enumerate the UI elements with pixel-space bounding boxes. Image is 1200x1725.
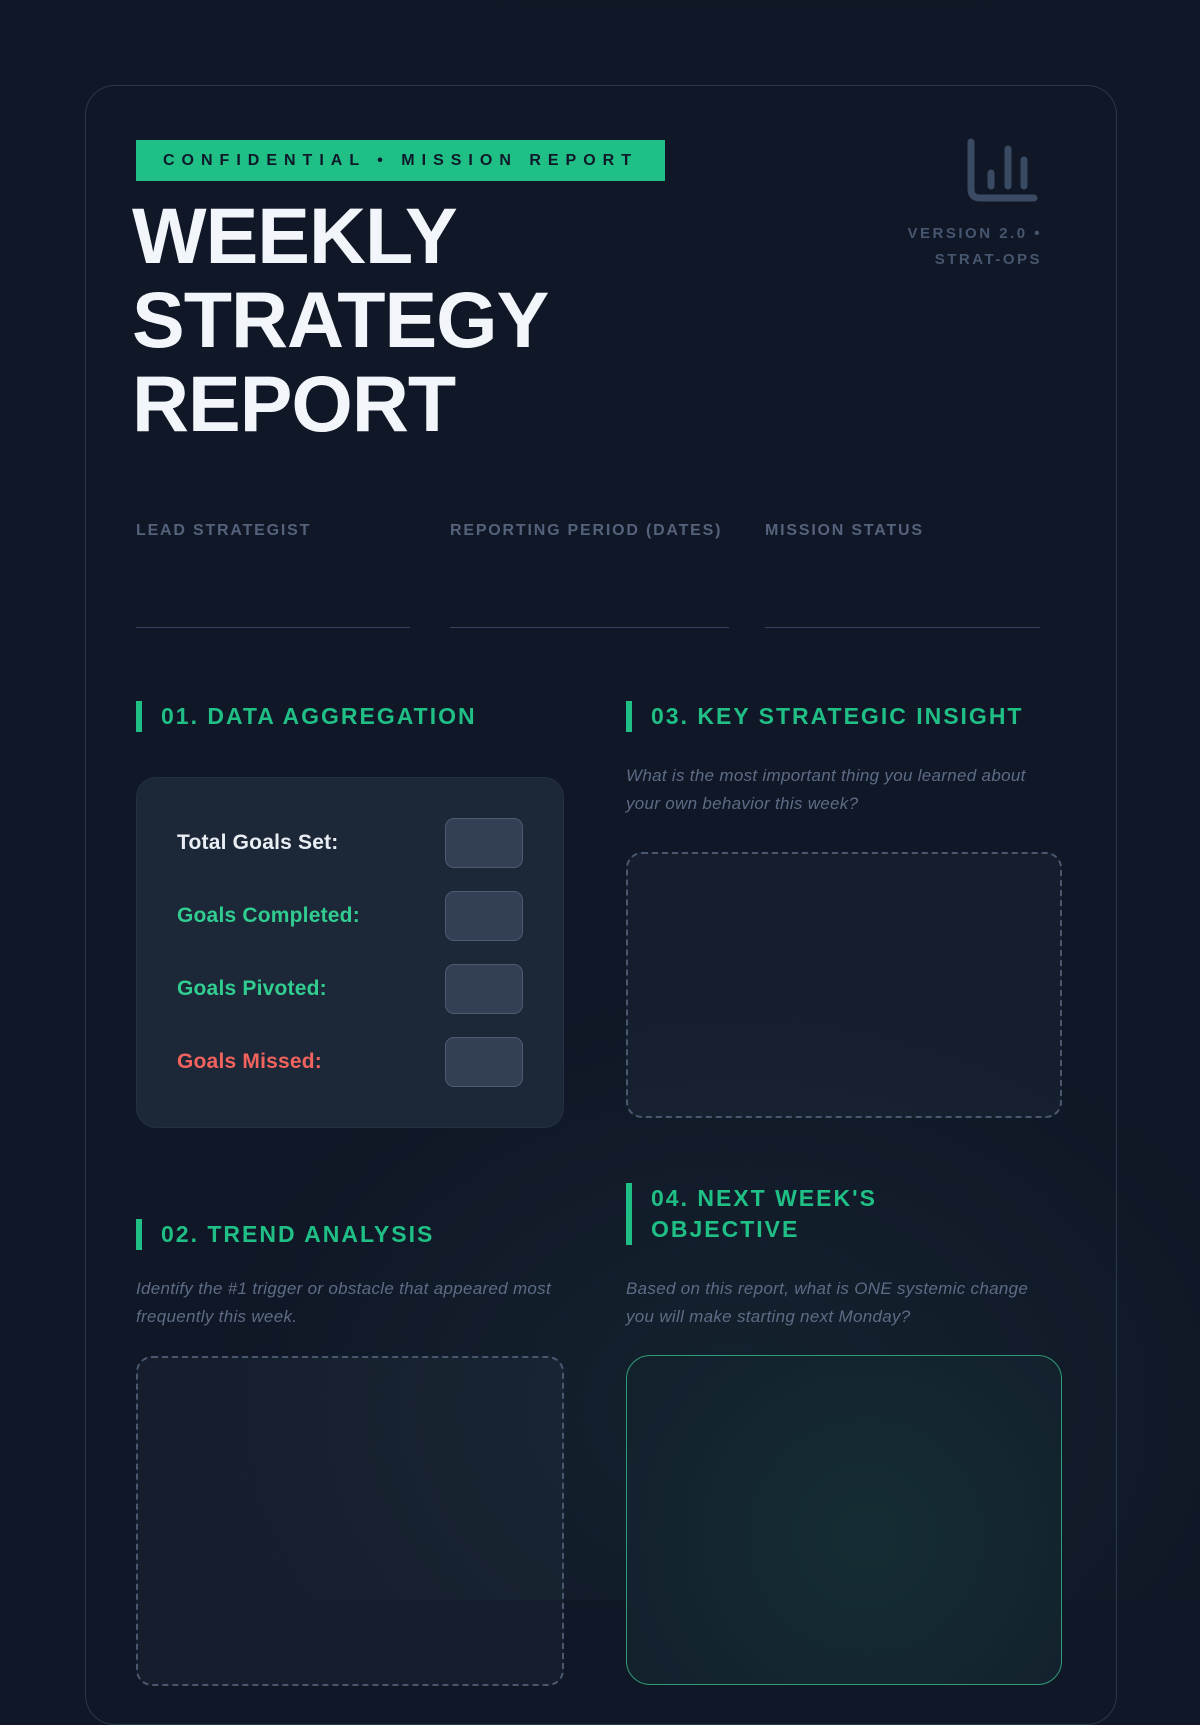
prompt-next-week-objective: Based on this report, what is ONE system… (626, 1279, 1029, 1326)
stat-label-total-goals: Total Goals Set: (177, 831, 339, 854)
accent-bar (136, 701, 142, 732)
field-label-reporting-period: REPORTING PERIOD (DATES) (450, 522, 723, 539)
field-mission-status[interactable]: MISSION STATUS (765, 522, 1040, 628)
section-heading-key-strategic-insight: 03. KEY STRATEGIC INSIGHT (626, 701, 1023, 732)
version-tag: VERSION 2.0 • STRAT-OPS (908, 221, 1042, 273)
confidential-badge: CONFIDENTIAL • MISSION REPORT (136, 140, 665, 181)
stat-input-goals-missed[interactable] (445, 1037, 523, 1087)
accent-bar (626, 1183, 632, 1245)
version-line-2: STRAT-OPS (934, 251, 1042, 268)
prompt-trend-analysis: Identify the #1 trigger or obstacle that… (136, 1279, 551, 1326)
stat-row-goals-missed: Goals Missed: (177, 1037, 523, 1087)
stat-row-goals-pivoted: Goals Pivoted: (177, 964, 523, 1014)
field-label-mission-status: MISSION STATUS (765, 522, 924, 539)
stat-row-total-goals: Total Goals Set: (177, 818, 523, 868)
section-heading-trend-analysis: 02. TREND ANALYSIS (136, 1219, 434, 1250)
stat-row-goals-completed: Goals Completed: (177, 891, 523, 941)
stat-input-goals-completed[interactable] (445, 891, 523, 941)
data-aggregation-card: Total Goals Set: Goals Completed: Goals … (136, 777, 564, 1128)
title-line-3: REPORT (132, 359, 456, 448)
section-heading-next-week-objective: 04. NEXT WEEK'S OBJECTIVE (626, 1183, 966, 1245)
prompt-key-strategic-insight: What is the most important thing you lea… (626, 766, 1026, 813)
version-line-1: VERSION 2.0 • (907, 225, 1042, 242)
stat-label-goals-completed: Goals Completed: (177, 904, 360, 927)
accent-bar (136, 1219, 142, 1250)
section-title-key-strategic-insight: 03. KEY STRATEGIC INSIGHT (651, 703, 1024, 729)
section-title-data-aggregation: 01. DATA AGGREGATION (161, 703, 477, 729)
answer-box-next-week-objective[interactable] (626, 1355, 1062, 1685)
answer-box-key-strategic-insight[interactable] (626, 852, 1062, 1118)
field-reporting-period[interactable]: REPORTING PERIOD (DATES) (450, 522, 729, 628)
section-title-trend-analysis: 02. TREND ANALYSIS (161, 1221, 435, 1247)
stat-label-goals-pivoted: Goals Pivoted: (177, 977, 327, 1000)
title-line-2: STRATEGY (132, 275, 549, 364)
accent-bar (626, 701, 632, 732)
title-line-1: WEEKLY (132, 191, 458, 280)
field-lead-strategist[interactable]: LEAD STRATEGIST (136, 522, 410, 628)
section-title-next-week-objective: 04. NEXT WEEK'S OBJECTIVE (651, 1185, 877, 1242)
section-heading-data-aggregation: 01. DATA AGGREGATION (136, 701, 477, 732)
page-title: WEEKLY STRATEGY REPORT (132, 191, 549, 448)
bar-chart-icon (960, 136, 1044, 211)
stat-input-total-goals[interactable] (445, 818, 523, 868)
field-label-lead-strategist: LEAD STRATEGIST (136, 522, 312, 539)
stat-label-goals-missed: Goals Missed: (177, 1050, 322, 1073)
answer-box-trend-analysis[interactable] (136, 1356, 564, 1686)
badge-label: CONFIDENTIAL • MISSION REPORT (163, 151, 638, 169)
stat-input-goals-pivoted[interactable] (445, 964, 523, 1014)
